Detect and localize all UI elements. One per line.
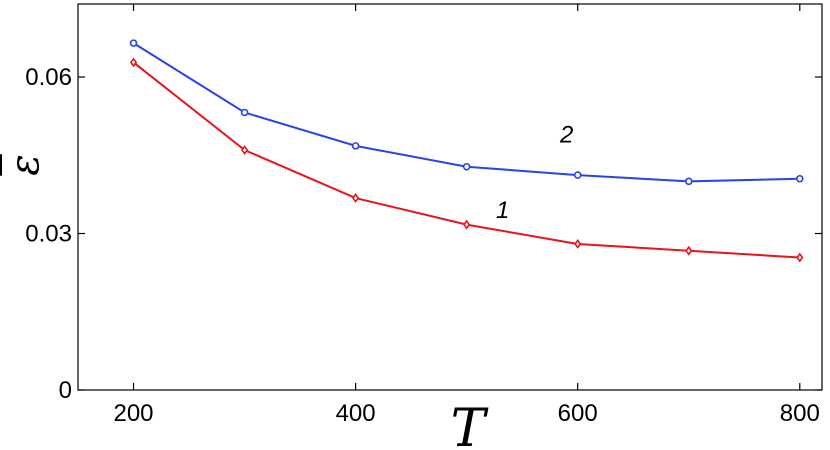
data-point: [240, 108, 249, 117]
y-axis-label: ε: [2, 154, 48, 175]
series-label-2: 2: [559, 122, 573, 149]
data-point: [684, 177, 693, 186]
data-point: [573, 171, 582, 179]
data-point: [462, 162, 471, 171]
y-tick-label: 0.06: [25, 64, 72, 91]
x-tick-label: 600: [558, 400, 598, 427]
x-axis-label: T: [451, 399, 489, 450]
data-point: [796, 252, 804, 263]
x-tick-label: 400: [336, 400, 376, 427]
data-point: [351, 142, 360, 150]
series-1: [129, 57, 804, 263]
data-point: [129, 39, 138, 47]
series-label-1: 1: [496, 197, 509, 224]
series-2: [129, 39, 804, 186]
y-tick-label: 0.03: [25, 221, 72, 248]
data-point: [574, 238, 582, 249]
data-point: [795, 174, 804, 183]
data-point: [352, 193, 360, 204]
x-tick-label: 800: [780, 400, 820, 427]
plot-area: [77, 3, 823, 391]
y-tick-label: 0: [59, 377, 72, 404]
axis-ticks: 200 400 600 800 0 0.03 0.06: [25, 4, 822, 427]
x-tick-label: 200: [113, 400, 153, 427]
series-group: 12: [129, 39, 804, 263]
data-point: [463, 219, 471, 230]
data-point: [129, 57, 138, 68]
data-point: [685, 245, 693, 256]
data-point: [240, 145, 249, 156]
